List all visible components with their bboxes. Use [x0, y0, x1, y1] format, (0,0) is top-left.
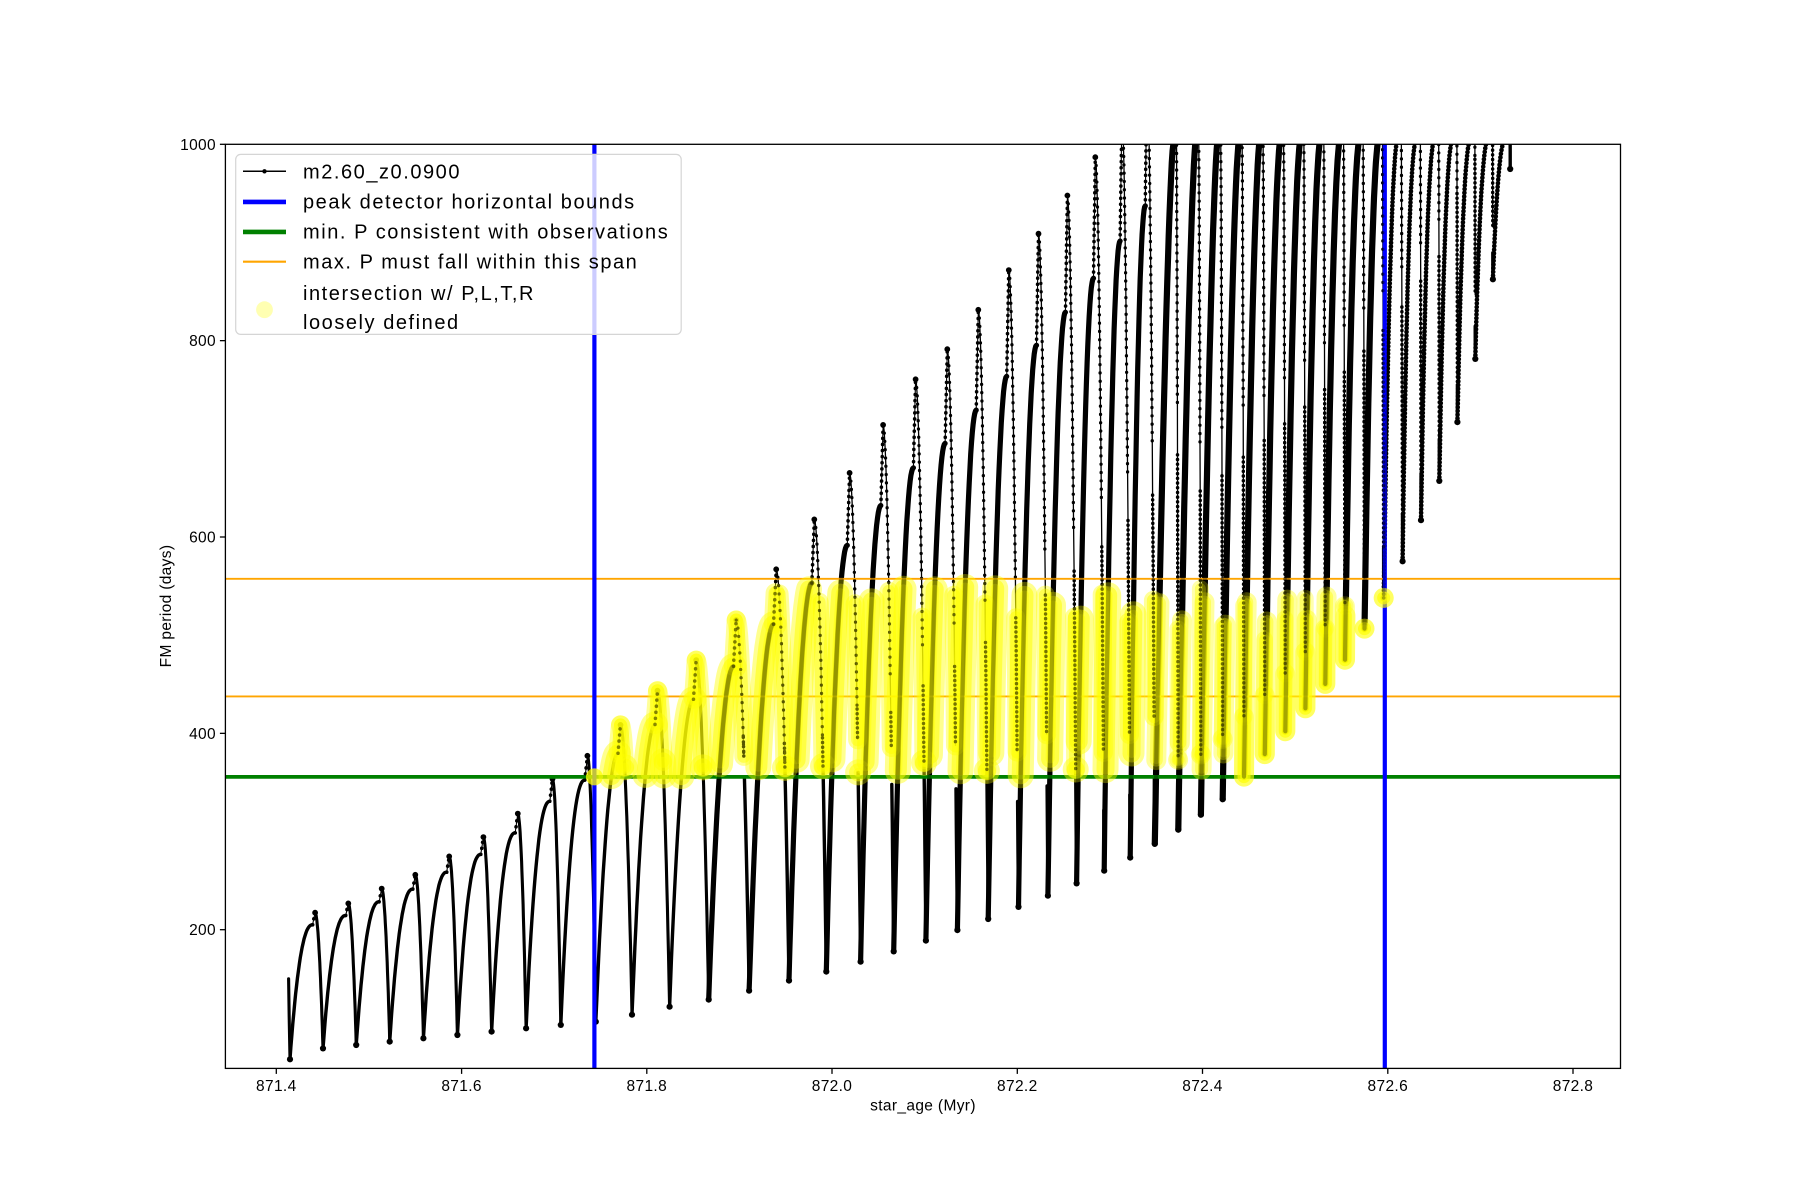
- svg-text:872.4: 872.4: [1182, 1078, 1223, 1095]
- svg-text:800: 800: [189, 333, 216, 350]
- svg-text:star_age (Myr): star_age (Myr): [870, 1098, 976, 1115]
- svg-text:600: 600: [189, 530, 216, 547]
- svg-text:loosely defined: loosely defined: [303, 312, 460, 334]
- svg-text:872.2: 872.2: [997, 1078, 1038, 1095]
- svg-text:871.4: 871.4: [256, 1078, 297, 1095]
- svg-text:871.8: 871.8: [627, 1078, 668, 1095]
- svg-text:871.6: 871.6: [441, 1078, 482, 1095]
- svg-text:peak detector horizontal bound: peak detector horizontal bounds: [303, 192, 636, 214]
- svg-text:m2.60_z0.0900: m2.60_z0.0900: [303, 161, 461, 183]
- svg-text:872.6: 872.6: [1368, 1078, 1409, 1095]
- svg-text:872.0: 872.0: [812, 1078, 853, 1095]
- svg-text:872.8: 872.8: [1553, 1078, 1594, 1095]
- svg-text:400: 400: [189, 726, 216, 743]
- svg-text:200: 200: [189, 922, 216, 939]
- svg-text:intersection w/ P,L,T,R: intersection w/ P,L,T,R: [303, 283, 535, 305]
- svg-text:min. P consistent with observa: min. P consistent with observations: [303, 222, 669, 244]
- svg-text:1000: 1000: [180, 137, 216, 154]
- svg-text:FM period (days): FM period (days): [158, 545, 175, 668]
- svg-text:max. P must fall within this s: max. P must fall within this span: [303, 252, 638, 274]
